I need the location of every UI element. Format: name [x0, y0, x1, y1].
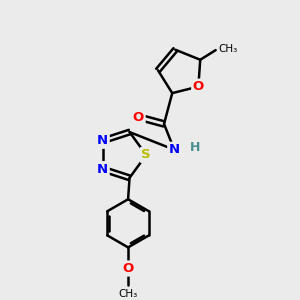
- Text: H: H: [190, 141, 200, 154]
- Text: N: N: [97, 134, 108, 147]
- Text: O: O: [122, 262, 134, 275]
- Text: N: N: [97, 163, 108, 176]
- Text: O: O: [133, 111, 144, 124]
- Text: CH₃: CH₃: [219, 44, 238, 54]
- Text: N: N: [169, 143, 180, 156]
- Text: O: O: [193, 80, 204, 93]
- Text: S: S: [141, 148, 151, 161]
- Text: CH₃: CH₃: [118, 289, 138, 299]
